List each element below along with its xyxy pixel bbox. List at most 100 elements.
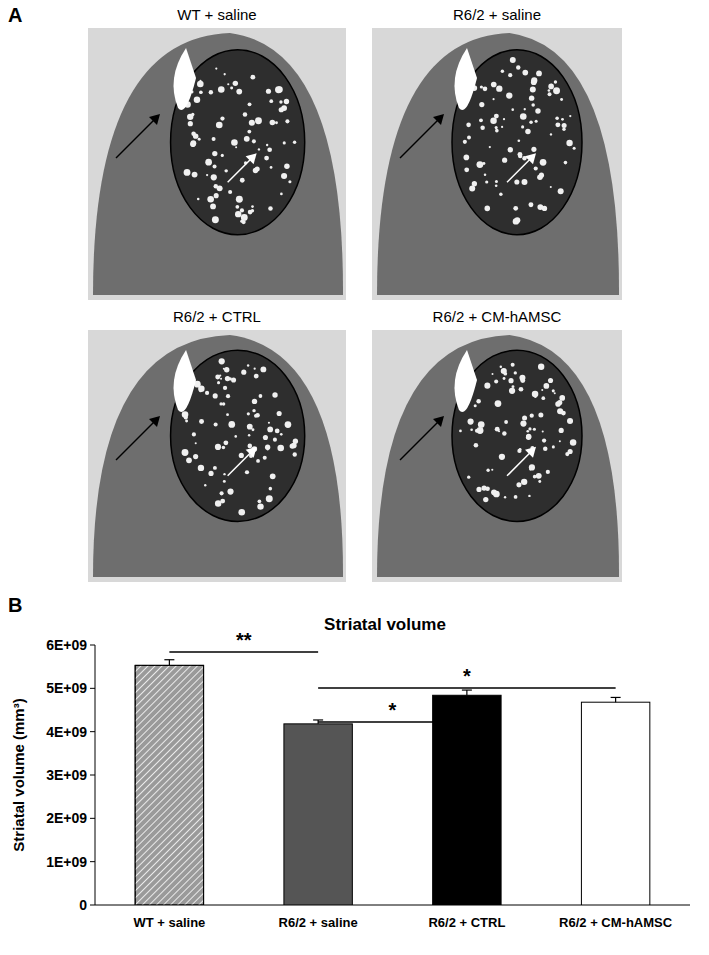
fiber-bundle xyxy=(479,118,483,122)
fiber-bundle xyxy=(511,108,514,111)
fiber-bundle xyxy=(534,395,537,398)
fiber-bundle xyxy=(546,470,550,474)
fiber-bundle xyxy=(521,479,527,485)
y-tick xyxy=(90,688,95,689)
fiber-bundle xyxy=(247,130,251,134)
fiber-bundle xyxy=(528,495,530,497)
fiber-bundle xyxy=(248,102,252,106)
fiber-bundle xyxy=(469,186,475,192)
fiber-bundle xyxy=(252,428,255,431)
y-tick-label: 3E+09 xyxy=(46,767,87,783)
fiber-bundle xyxy=(512,385,515,388)
fiber-bundle xyxy=(248,434,251,437)
fiber-bundle xyxy=(496,85,502,91)
fiber-bundle xyxy=(256,459,260,463)
fiber-bundle xyxy=(204,484,206,486)
fiber-bundle xyxy=(479,102,484,107)
fiber-bundle xyxy=(223,440,228,445)
fiber-bundle xyxy=(476,161,483,168)
fiber-bundle xyxy=(564,161,568,165)
fiber-bundle xyxy=(485,180,488,183)
fiber-bundle xyxy=(470,428,473,431)
fiber-bundle xyxy=(285,119,289,123)
fiber-bundle xyxy=(526,430,529,433)
significance-label: ** xyxy=(236,629,252,651)
fiber-bundle xyxy=(238,509,245,516)
fiber-bundle xyxy=(553,87,560,94)
fiber-bundle xyxy=(491,82,497,88)
fiber-bundle xyxy=(182,449,189,456)
fiber-bundle xyxy=(522,416,527,421)
image-background xyxy=(372,28,622,300)
fiber-bundle xyxy=(275,86,282,93)
fiber-bundle xyxy=(529,120,533,124)
fiber-bundle xyxy=(293,452,297,456)
fiber-bundle xyxy=(476,399,481,404)
fiber-bundle xyxy=(223,480,226,483)
fiber-bundle xyxy=(520,421,526,427)
fiber-bundle xyxy=(244,136,250,142)
fiber-bundle xyxy=(478,421,485,428)
y-tick-label: 1E+09 xyxy=(46,854,87,870)
fiber-bundle xyxy=(531,103,535,107)
panel-label: A xyxy=(8,4,22,26)
error-cap xyxy=(462,689,472,690)
fiber-bundle xyxy=(555,116,559,120)
fiber-bundle xyxy=(474,404,477,407)
fiber-bundle xyxy=(482,162,485,165)
fiber-bundle xyxy=(191,113,194,116)
fiber-bundle xyxy=(285,421,292,428)
fiber-bundle xyxy=(468,418,474,424)
fiber-bundle xyxy=(199,90,203,94)
fiber-bundle xyxy=(526,434,531,439)
y-tick-label: 4E+09 xyxy=(46,724,87,740)
arrowhead xyxy=(246,447,257,458)
fiber-bundle xyxy=(243,112,248,117)
bar xyxy=(135,665,203,905)
fiber-bundle xyxy=(554,80,557,83)
fiber-bundle xyxy=(210,204,216,210)
fiber-bundle xyxy=(495,180,498,183)
fiber-bundle xyxy=(499,454,505,460)
fiber-bundle xyxy=(231,378,236,383)
fiber-bundle xyxy=(215,375,220,380)
fiber-bundle xyxy=(543,446,548,451)
fiber-bundle xyxy=(491,469,493,471)
y-tick xyxy=(90,818,95,819)
fiber-bundle xyxy=(548,378,553,383)
fiber-bundle xyxy=(570,439,577,446)
fiber-bundle xyxy=(247,412,250,415)
y-tick xyxy=(90,905,95,906)
fiber-bundle xyxy=(269,99,273,103)
error-bar xyxy=(615,697,616,702)
fiber-bundle xyxy=(199,390,202,393)
fiber-bundle xyxy=(506,92,512,98)
fiber-bundle xyxy=(536,70,542,76)
fiber-bundle xyxy=(493,491,500,498)
fiber-bundle xyxy=(213,466,217,470)
fiber-bundle xyxy=(516,482,521,487)
fiber-bundle xyxy=(483,86,488,91)
fiber-bundle xyxy=(502,158,507,163)
fiber-bundle xyxy=(526,435,531,440)
ventricle xyxy=(174,350,197,412)
y-tick xyxy=(90,731,95,732)
fiber-bundle xyxy=(513,218,519,224)
fiber-bundle xyxy=(567,418,573,424)
fiber-bundle xyxy=(520,378,525,383)
fiber-bundle xyxy=(245,470,249,474)
fiber-bundle xyxy=(224,169,227,172)
fiber-bundle xyxy=(215,67,217,69)
arrowhead xyxy=(433,416,444,427)
tissue xyxy=(93,335,343,577)
fiber-bundle xyxy=(249,120,255,126)
fiber-bundle xyxy=(565,452,569,456)
fiber-bundle xyxy=(251,205,254,208)
fiber-bundle xyxy=(548,89,551,92)
fiber-bundle xyxy=(559,395,565,401)
fiber-bundle xyxy=(270,120,276,126)
fiber-bundle xyxy=(501,70,504,73)
fiber-bundle xyxy=(222,446,226,450)
fiber-bundle xyxy=(542,206,547,211)
bars xyxy=(135,660,650,905)
